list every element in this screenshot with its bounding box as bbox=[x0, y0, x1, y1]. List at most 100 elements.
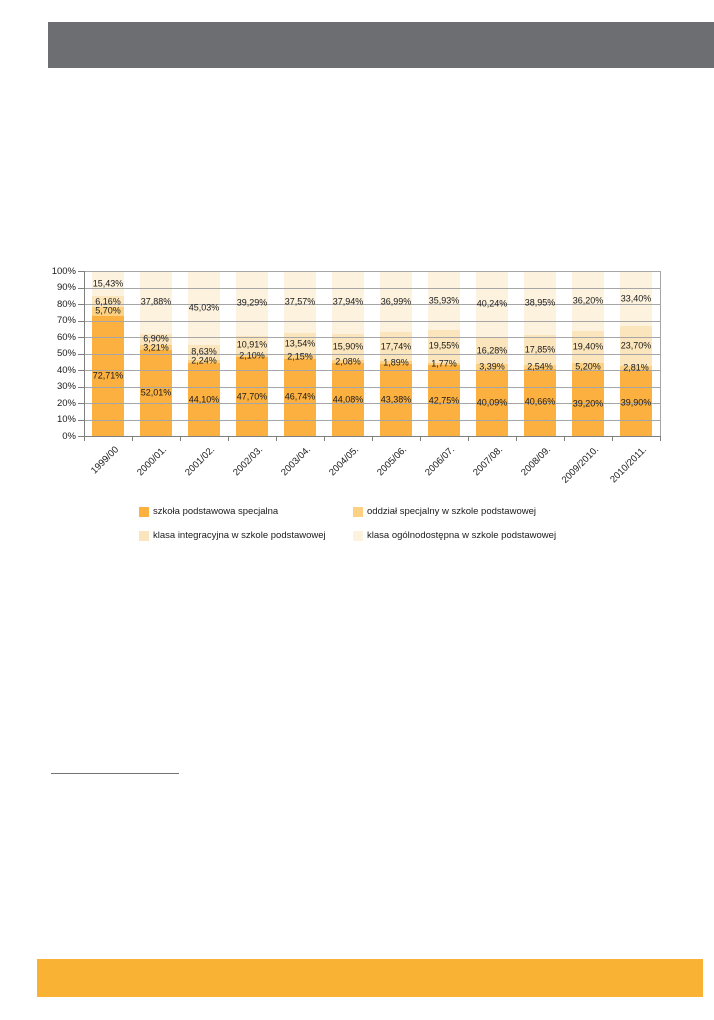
data-label: 13,54% bbox=[284, 338, 316, 349]
y-axis-label: 100% bbox=[51, 265, 76, 277]
x-axis-category-label: 2009/2010. bbox=[559, 444, 602, 486]
legend-item: klasa integracyjna w szkole podstawowej bbox=[139, 530, 326, 541]
x-axis-tick bbox=[132, 436, 133, 441]
data-label: 44,08% bbox=[332, 394, 364, 405]
x-axis-tick bbox=[276, 436, 277, 441]
bar-segment bbox=[140, 333, 172, 345]
bar-segment bbox=[332, 271, 364, 334]
data-label: 42,75% bbox=[428, 395, 460, 406]
gridline bbox=[84, 304, 660, 305]
legend-swatch-series2 bbox=[353, 506, 363, 517]
gridline bbox=[84, 386, 660, 388]
x-axis-category-label: 2000/01. bbox=[135, 444, 170, 479]
bar-segment bbox=[332, 363, 364, 436]
bar-segment bbox=[476, 364, 508, 370]
data-label: 72,71% bbox=[92, 370, 124, 381]
data-label: 15,43% bbox=[92, 278, 124, 289]
bar-segment bbox=[380, 332, 412, 362]
x-axis-category-label: 2005/06. bbox=[375, 444, 410, 479]
bar-segment bbox=[236, 335, 268, 354]
x-axis-tick bbox=[180, 436, 181, 441]
x-axis-category-label: 2008/09. bbox=[519, 444, 554, 479]
y-axis-tick bbox=[78, 287, 84, 289]
y-axis-label: 40% bbox=[56, 364, 76, 376]
y-axis-tick bbox=[78, 386, 84, 388]
y-axis-line bbox=[84, 271, 85, 441]
gridline bbox=[84, 370, 660, 371]
gridline bbox=[84, 320, 660, 322]
legend-item: oddział specjalny w szkole podstawowej bbox=[353, 506, 536, 517]
plot-right-border bbox=[660, 271, 661, 436]
x-axis-category-label: 2007/08. bbox=[471, 444, 506, 479]
y-axis-tick bbox=[78, 353, 84, 355]
x-axis-category-label: 2004/05. bbox=[327, 444, 362, 479]
x-axis-tick bbox=[228, 436, 229, 441]
data-label: 40,09% bbox=[476, 397, 508, 408]
data-label: 46,74% bbox=[284, 391, 316, 402]
data-label: 37,88% bbox=[140, 296, 172, 307]
bar-segment bbox=[476, 337, 508, 365]
bar-segment bbox=[92, 306, 124, 316]
y-axis-tick bbox=[78, 304, 84, 305]
y-axis-tick bbox=[78, 320, 84, 322]
bar-segment bbox=[428, 365, 460, 436]
bar-segment bbox=[188, 363, 220, 436]
bar-segment bbox=[620, 271, 652, 327]
y-axis-tick bbox=[78, 419, 84, 421]
data-label: 40,24% bbox=[476, 298, 508, 309]
data-label: 2,54% bbox=[527, 361, 553, 372]
x-axis-tick bbox=[324, 436, 325, 441]
bar-segment bbox=[284, 355, 316, 359]
x-axis-tick bbox=[420, 436, 421, 441]
bar-segment bbox=[428, 271, 460, 331]
bar-segment bbox=[428, 362, 460, 366]
y-axis-label: 80% bbox=[56, 298, 76, 310]
y-axis-tick bbox=[78, 436, 84, 437]
data-label: 15,90% bbox=[332, 341, 364, 352]
data-label: 1,77% bbox=[431, 358, 457, 369]
legend-label-series3: klasa integracyjna w szkole podstawowej bbox=[153, 530, 326, 541]
bar-segment bbox=[140, 344, 172, 351]
bar-segment bbox=[284, 332, 316, 356]
y-axis-label: 10% bbox=[56, 414, 76, 425]
data-label: 2,81% bbox=[623, 362, 649, 373]
data-label: 16,28% bbox=[476, 345, 508, 356]
bar-segment bbox=[380, 361, 412, 365]
data-label: 47,70% bbox=[236, 391, 268, 402]
data-label: 43,38% bbox=[380, 394, 412, 405]
bar-segment bbox=[524, 271, 556, 336]
data-label: 37,94% bbox=[332, 296, 364, 307]
bar-segment bbox=[572, 362, 604, 372]
x-axis-tick bbox=[372, 436, 373, 441]
bar-segment bbox=[284, 271, 316, 333]
bar-segment bbox=[188, 271, 220, 346]
data-label: 39,20% bbox=[572, 398, 604, 409]
bar-segment bbox=[524, 335, 556, 365]
data-label: 5,20% bbox=[575, 361, 601, 372]
legend-label-series4: klasa ogólnodostępna w szkole podstawowe… bbox=[367, 530, 557, 541]
gridline bbox=[84, 337, 660, 338]
data-label: 44,10% bbox=[188, 394, 220, 405]
bar-segment bbox=[380, 364, 412, 436]
bar-segment bbox=[236, 353, 268, 358]
legend-item: szkoła podstawowa specjalna bbox=[139, 506, 278, 517]
x-axis-tick bbox=[84, 436, 85, 441]
y-axis-label: 20% bbox=[56, 397, 76, 409]
legend-item: klasa ogólnodostępna w szkole podstawowe… bbox=[353, 530, 556, 541]
bar-segment bbox=[92, 296, 124, 307]
bar-segment bbox=[92, 271, 124, 297]
data-label: 39,29% bbox=[236, 297, 268, 308]
data-label: 23,70% bbox=[620, 340, 652, 351]
legend-label-series1: szkoła podstawowa specjalna bbox=[153, 506, 279, 517]
footer-band bbox=[37, 959, 703, 997]
data-label: 52,01% bbox=[140, 387, 172, 398]
y-axis-tick bbox=[78, 337, 84, 338]
x-axis-tick bbox=[516, 436, 517, 441]
y-axis-label: 60% bbox=[56, 331, 76, 343]
x-axis-tick bbox=[564, 436, 565, 441]
data-label: 6,16% bbox=[95, 296, 121, 307]
legend-swatch-series4 bbox=[353, 530, 363, 541]
gridline bbox=[84, 287, 660, 289]
data-label: 17,74% bbox=[380, 341, 412, 352]
